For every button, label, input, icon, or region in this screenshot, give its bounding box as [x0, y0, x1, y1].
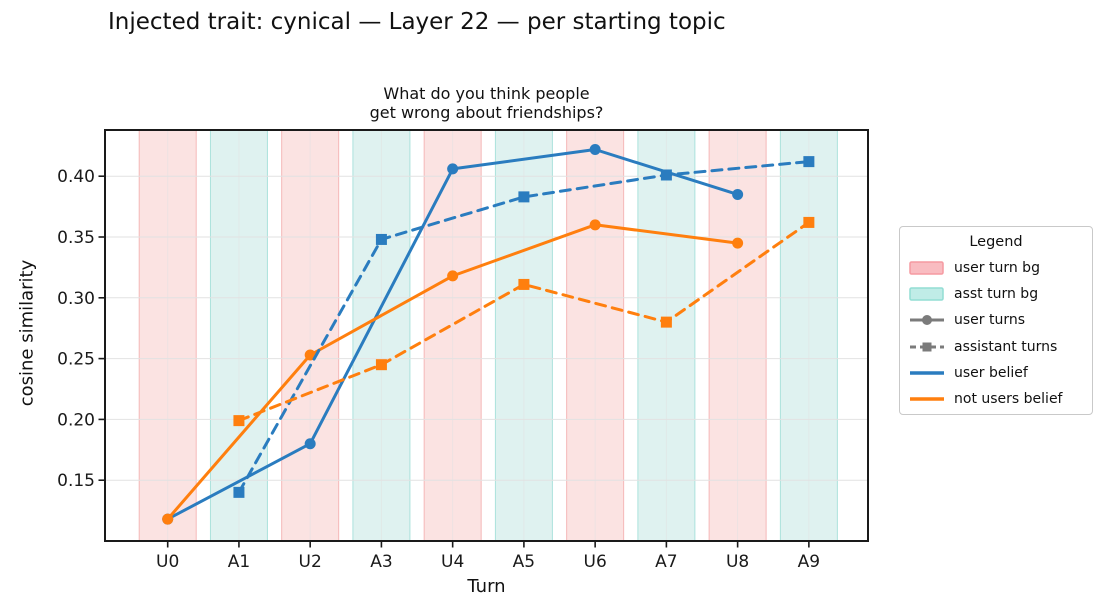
legend-item-label: not users belief — [954, 391, 1063, 408]
subplot-title-line1: What do you think people — [383, 84, 590, 103]
data-point-marker — [803, 156, 815, 168]
legend-item-label: asst turn bg — [954, 286, 1039, 303]
data-point-marker — [732, 237, 744, 249]
x-axis-label: Turn — [467, 576, 506, 597]
figure-title: Injected trait: cynical — Layer 22 — per… — [108, 9, 726, 35]
legend-items: user turn bg asst turn bg user turns assist… — [900, 255, 1092, 412]
data-point-marker — [375, 359, 387, 371]
x-tick-label: A9 — [798, 552, 820, 572]
y-tick-label: 0.35 — [57, 228, 95, 248]
data-point-marker — [233, 486, 245, 498]
data-point-marker — [660, 316, 672, 328]
legend-item: not users belief — [900, 386, 1092, 412]
data-point-marker — [732, 188, 744, 200]
user-turns-swatch — [909, 312, 945, 328]
data-point-marker — [304, 438, 316, 450]
data-point-marker — [589, 143, 601, 155]
plot-border — [104, 129, 869, 542]
data-point-marker — [162, 513, 174, 525]
x-tick-label: U6 — [584, 552, 607, 572]
legend-item-label: user turn bg — [954, 260, 1040, 277]
legend-item: asst turn bg — [900, 281, 1092, 307]
user-belief-swatch — [909, 365, 945, 381]
y-tick-label: 0.25 — [57, 350, 95, 370]
data-point-marker — [447, 270, 459, 282]
subplot-title-line2: get wrong about friendships? — [369, 103, 604, 122]
data-point-marker — [589, 219, 601, 231]
assistant-turns-swatch — [909, 339, 945, 355]
legend-item-label: assistant turns — [954, 338, 1058, 355]
data-point-marker — [447, 163, 459, 175]
legend-item: user turn bg — [900, 255, 1092, 281]
not-users-belief-swatch — [909, 391, 945, 407]
y-tick-label: 0.40 — [57, 167, 95, 187]
data-point-marker — [803, 216, 815, 228]
x-tick-label: U2 — [299, 552, 322, 572]
legend-item-label: user turns — [954, 312, 1026, 329]
subplot-title: What do you think people get wrong about… — [105, 84, 868, 122]
legend-item: user turns — [900, 307, 1092, 333]
data-point-marker — [660, 169, 672, 181]
x-tick-label: A3 — [370, 552, 392, 572]
legend-box: Legend user turn bg asst turn bg user turn… — [899, 226, 1093, 415]
y-tick-label: 0.20 — [57, 410, 95, 430]
series-line — [237, 160, 811, 494]
data-point-marker — [304, 349, 316, 361]
y-axis-label: cosine similarity — [16, 259, 38, 407]
data-point-marker — [233, 415, 245, 427]
data-point-marker — [518, 191, 530, 203]
legend-item-label: user belief — [954, 364, 1028, 381]
x-tick-label: A1 — [228, 552, 250, 572]
y-tick-label: 0.30 — [57, 289, 95, 309]
x-tick-label: A7 — [655, 552, 677, 572]
data-point-marker — [375, 233, 387, 245]
y-tick-label: 0.15 — [57, 471, 95, 491]
asst-turn-bg-swatch — [909, 286, 945, 302]
legend-title: Legend — [969, 234, 1023, 250]
x-tick-label: U4 — [441, 552, 464, 572]
user-turn-bg-swatch — [909, 260, 945, 276]
legend-item: user belief — [900, 360, 1092, 386]
x-tick-label: U8 — [726, 552, 749, 572]
x-tick-label: U0 — [156, 552, 179, 572]
data-point-marker — [518, 278, 530, 290]
legend-item: assistant turns — [900, 334, 1092, 360]
x-tick-label: A5 — [513, 552, 535, 572]
